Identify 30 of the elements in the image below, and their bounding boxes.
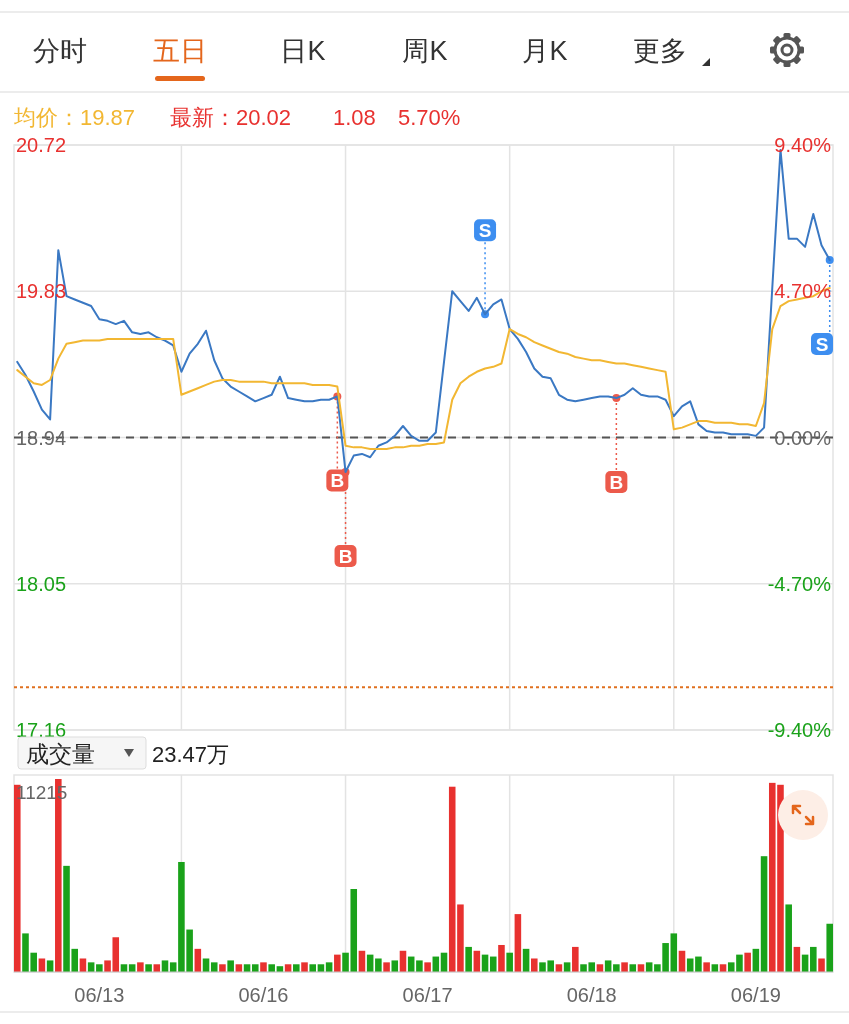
text: 月K — [522, 36, 568, 66]
x-tick-label: 06/16 — [238, 984, 289, 1006]
y-tick-label: 20.72 — [16, 134, 67, 156]
text: 23.47万 — [152, 742, 230, 767]
text: 最新：20.02 — [170, 105, 292, 130]
y2-tick-label: -4.70% — [767, 572, 832, 595]
y-tick-label: 17.16 — [16, 719, 67, 741]
text: 均价：19.87 — [13, 105, 136, 130]
data-label: B — [338, 546, 353, 568]
data-label: B — [330, 470, 345, 492]
x-tick-label: 06/19 — [730, 984, 781, 1006]
data-label: S — [478, 220, 492, 242]
text: 五日 — [153, 36, 207, 66]
y-tick-label: 18.05 — [16, 572, 67, 595]
text: 更多 — [633, 36, 687, 66]
data-label: B — [609, 472, 624, 494]
y-tick-label: 18.94 — [16, 426, 67, 449]
chart-title: 成交量 — [26, 741, 95, 767]
text: 周K — [402, 36, 448, 66]
text: 日K — [280, 36, 326, 66]
data-label: S — [815, 334, 829, 356]
x-tick-label: 06/17 — [402, 984, 453, 1006]
y2-tick-label: 9.40% — [774, 134, 832, 156]
text: 分时 — [33, 36, 87, 66]
y2-tick-label: -9.40% — [767, 719, 832, 741]
x-tick-label: 06/13 — [74, 984, 125, 1006]
text: 1.08 — [333, 105, 376, 130]
x-tick-label: 06/18 — [566, 984, 617, 1006]
text: 5.70% — [398, 105, 461, 130]
y2-tick-label: 0.00% — [774, 426, 832, 449]
